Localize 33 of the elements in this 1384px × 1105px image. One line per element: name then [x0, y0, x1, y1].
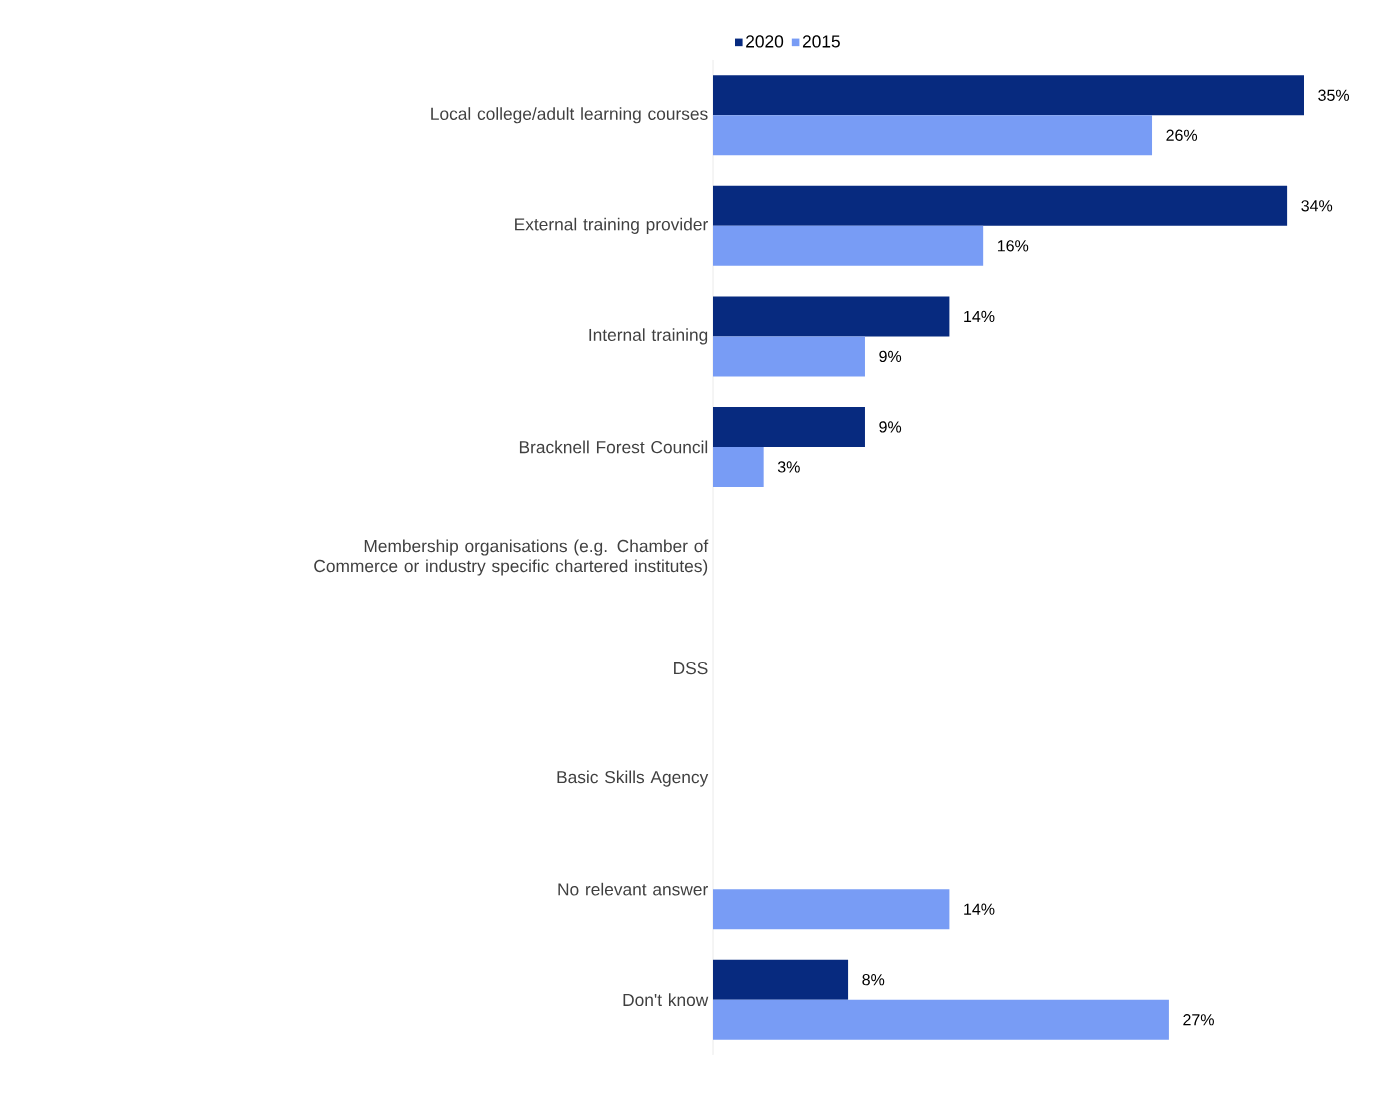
bar — [713, 75, 1304, 116]
y-tick-label: Don't know — [623, 993, 709, 1007]
data-label: 34% — [1301, 200, 1333, 212]
bar — [713, 185, 1288, 226]
bar — [713, 336, 865, 377]
bar — [713, 225, 984, 266]
bar — [713, 115, 1153, 156]
data-label: 8% — [862, 974, 885, 986]
bar — [713, 406, 865, 447]
y-tick-label: Membership organisations (e.g. Chamber of Commerce or industry specific chartered institutes) — [314, 539, 709, 576]
data-label: 26% — [1166, 129, 1198, 141]
bar — [713, 889, 950, 930]
data-label: 27% — [1183, 1014, 1214, 1026]
data-label: 14% — [964, 903, 995, 915]
bar — [713, 296, 950, 337]
y-tick-label: Bracknell Forest Council — [519, 440, 708, 454]
bar — [713, 446, 764, 487]
bar — [713, 959, 849, 1000]
data-label: 14% — [964, 310, 995, 322]
y-tick-label: DSS — [674, 661, 708, 675]
data-label: 35% — [1318, 89, 1350, 101]
y-tick-label: No relevant answer — [558, 882, 708, 896]
y-tick-label: Internal training — [589, 328, 708, 345]
data-label: 9% — [879, 350, 902, 363]
data-label: 9% — [879, 421, 902, 433]
y-tick-label: External training provider — [515, 217, 708, 234]
y-tick-label: Local college/adult learning courses — [431, 107, 708, 124]
legend-label: 2015 — [802, 35, 840, 48]
bar — [713, 999, 1169, 1040]
data-label: 3% — [777, 461, 800, 473]
legend-label: 2020 — [746, 35, 784, 48]
data-label: 16% — [997, 240, 1029, 252]
y-tick-label: Basic Skills Agency — [557, 770, 709, 787]
